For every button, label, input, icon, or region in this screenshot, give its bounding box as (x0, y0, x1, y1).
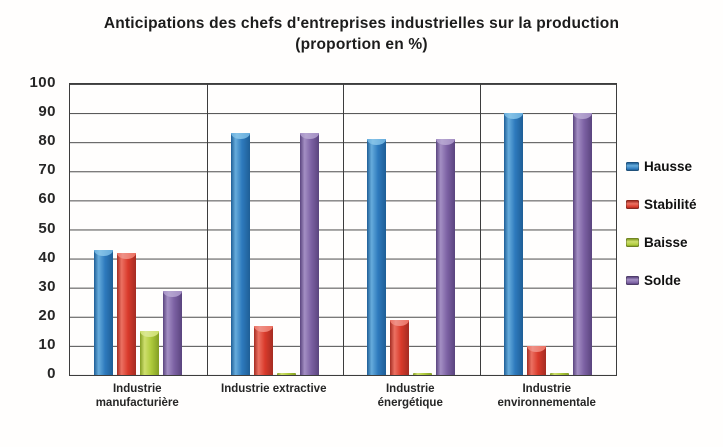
bar-solde-industrie-manufacturiere (163, 290, 183, 375)
bar-baisse-industrie-extractive (276, 373, 296, 375)
legend-marker-icon (626, 238, 639, 247)
y-tick-60: 60 (38, 190, 56, 208)
legend: Hausse Stabilité Baisse Solde (626, 159, 697, 288)
bar-cap (253, 325, 273, 332)
y-tick-20: 20 (38, 306, 56, 324)
y-tick-40: 40 (38, 248, 56, 266)
legend-marker-icon (626, 162, 639, 171)
bar-cap (94, 249, 114, 256)
category-separator (479, 84, 481, 375)
plot-area (69, 83, 617, 376)
legend-item-stabilite: Stabilité (626, 197, 697, 212)
bar-baisse-industrie-energetique (413, 373, 433, 375)
bar-solde-industrie-extractive (299, 133, 319, 375)
bar-stabilite-industrie-manufacturiere (117, 252, 137, 375)
x-label-industrie-extractive: Industrie extractive (221, 383, 327, 395)
category-separator (343, 84, 344, 375)
chart-title: Anticipations des chefs d'entreprises in… (103, 15, 620, 53)
legend-item-solde: Solde (626, 273, 697, 288)
y-tick-50: 50 (38, 219, 56, 237)
bar-cap (117, 252, 137, 259)
bar-cap (230, 133, 250, 140)
bar-cap (436, 139, 456, 146)
y-tick-80: 80 (38, 132, 56, 150)
bar-hausse-industrie-manufacturiere (94, 249, 114, 375)
bar-hausse-industrie-environnementale (503, 113, 523, 375)
y-tick-0: 0 (47, 365, 56, 382)
bar-stabilite-industrie-energetique (390, 319, 410, 375)
bar-baisse-industrie-environnementale (549, 373, 569, 375)
legend-label: Solde (644, 273, 681, 288)
y-tick-30: 30 (38, 277, 56, 295)
legend-label: Hausse (644, 159, 693, 174)
bar-hausse-industrie-extractive (230, 133, 250, 375)
legend-label: Baisse (644, 235, 688, 250)
y-tick-70: 70 (38, 161, 56, 179)
x-axis-category-labels: Industrie manufacturière Industrie extrac… (69, 382, 615, 410)
legend-marker-icon (626, 200, 639, 209)
legend-label: Stabilité (644, 197, 697, 212)
bar-baisse-industrie-manufacturiere (140, 331, 160, 375)
bar-cap (572, 113, 592, 120)
bar-solde-industrie-environnementale (572, 113, 592, 375)
bar-group-industrie-environnementale (480, 84, 617, 375)
bar-cap (390, 319, 410, 326)
bar-cap (299, 133, 319, 140)
legend-item-hausse: Hausse (626, 159, 697, 174)
bar-stabilite-industrie-extractive (253, 325, 273, 375)
bar-cap (163, 290, 183, 297)
bar-cap (140, 331, 160, 338)
bar-group-industrie-manufacturiere (70, 84, 207, 375)
y-tick-100: 100 (29, 74, 56, 91)
bar-group-industrie-energetique (343, 84, 480, 375)
bar-cap (526, 345, 546, 352)
legend-marker-icon (626, 276, 639, 285)
bar-solde-industrie-energetique (436, 139, 456, 375)
y-tick-90: 90 (38, 103, 56, 121)
bar-cap (503, 113, 523, 120)
x-label-industrie-environnementale: Industrie environnementale (497, 383, 596, 409)
category-separator (206, 84, 208, 375)
x-label-industrie-energetique: Industrie énergétique (377, 383, 443, 409)
legend-item-baisse: Baisse (626, 235, 697, 250)
y-tick-10: 10 (38, 335, 56, 353)
bar-stabilite-industrie-environnementale (526, 345, 546, 375)
bar-hausse-industrie-energetique (367, 139, 387, 375)
bar-group-industrie-extractive (207, 84, 344, 375)
bar-cap (367, 139, 387, 146)
x-label-industrie-manufacturiere: Industrie manufacturière (95, 383, 179, 409)
